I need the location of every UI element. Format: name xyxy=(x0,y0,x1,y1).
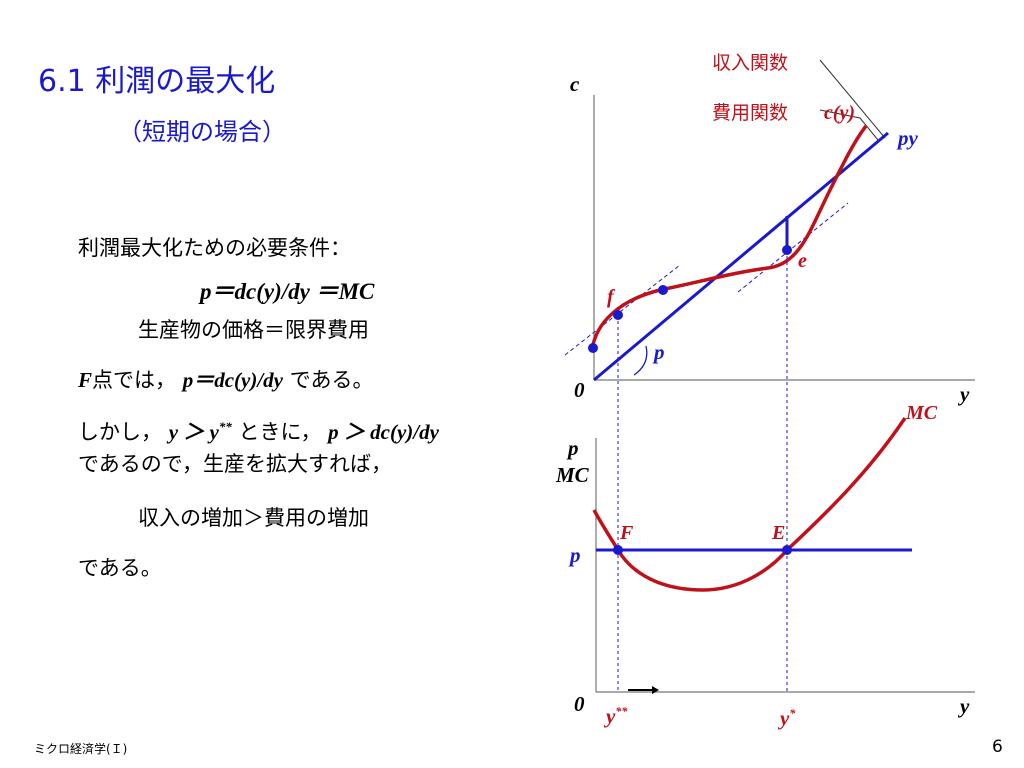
y-star-sup: * xyxy=(789,706,796,720)
bottom-axis-p-label: p xyxy=(568,436,579,460)
slope-arc xyxy=(633,345,648,376)
cost-curve-label: c(y) xyxy=(824,102,856,124)
expand-arrowhead xyxy=(652,686,659,694)
point-F-label: F xyxy=(620,522,634,544)
footer-course-name: ミクロ経済学(Ｉ) xyxy=(34,742,128,756)
revenue-line-label: py xyxy=(898,126,918,150)
top-origin-label: 0 xyxy=(574,378,585,402)
condition-heading: 利潤最大化ための必要条件： xyxy=(78,236,351,260)
bottom-origin-label: 0 xyxy=(574,692,585,716)
top-x-axis-label: y xyxy=(960,382,970,406)
conclusion-statement: である。 xyxy=(78,556,162,580)
revenue-function-label: 収入関数 xyxy=(712,52,789,74)
expand-statement: であるので，生産を拡大すれば， xyxy=(78,452,392,476)
tangent-at-f xyxy=(564,264,681,356)
mc-curve-label: MC xyxy=(906,402,938,424)
f-point-label: F xyxy=(78,368,93,392)
y-star-star-base: y xyxy=(606,704,616,728)
cost-function-label: 費用関数 xyxy=(712,102,789,124)
comparison-statement: 収入の増加＞費用の増加 xyxy=(138,506,369,530)
however-mid: ときに， xyxy=(231,420,322,444)
revenue-leader-line xyxy=(819,59,886,139)
cost-leader-line xyxy=(819,109,879,141)
however-equation: p ＞ dc(y)/dy xyxy=(328,420,439,444)
page-subtitle: （短期の場合） xyxy=(118,118,286,146)
intersection-dot xyxy=(658,285,668,295)
point-f-dot xyxy=(613,310,623,320)
point-f-label: f xyxy=(607,286,614,308)
f-point-statement: F点では， p＝dc(y)/dy である。 xyxy=(78,364,373,394)
point-E-label: E xyxy=(772,522,786,544)
mc-curve xyxy=(592,417,907,592)
bottom-x-axis-label: y xyxy=(960,694,970,718)
point-e-dot xyxy=(782,245,792,255)
price-p-label: p xyxy=(570,543,581,567)
however-sup: ** xyxy=(218,419,232,434)
point-E-dot xyxy=(782,545,792,555)
however-prefix: しかし， xyxy=(78,420,162,444)
page-title: 6.1 利潤の最大化 xyxy=(38,64,276,99)
f-point-suffix: である。 xyxy=(289,368,374,392)
slope-p-label: p xyxy=(654,340,665,364)
page-number: 6 xyxy=(992,737,1003,757)
cost-curve xyxy=(590,124,868,351)
point-e-label: e xyxy=(798,250,807,272)
revenue-line xyxy=(593,131,889,382)
f-point-mid: 点では， xyxy=(92,368,177,392)
y-star-star-sup: ** xyxy=(615,704,628,718)
condition-equation: p＝dc(y)/dy ＝MC xyxy=(200,279,375,304)
bottom-axis-mc-label: MC xyxy=(556,463,589,487)
condition-meaning: 生産物の価格＝限界費用 xyxy=(138,318,369,342)
tangent-at-e xyxy=(737,202,849,293)
however-condition: y ＞ y xyxy=(168,420,219,444)
point-F-dot xyxy=(613,545,623,555)
however-statement: しかし， y ＞ y** ときに， p ＞ dc(y)/dy xyxy=(78,416,439,446)
y-star-base: y xyxy=(780,706,790,730)
f-point-equation: p＝dc(y)/dy xyxy=(182,368,283,392)
y-star-star-label: y** xyxy=(606,704,627,729)
start-dot xyxy=(588,343,598,353)
y-star-label: y* xyxy=(780,706,795,731)
top-axis-c-label: c xyxy=(570,72,580,96)
